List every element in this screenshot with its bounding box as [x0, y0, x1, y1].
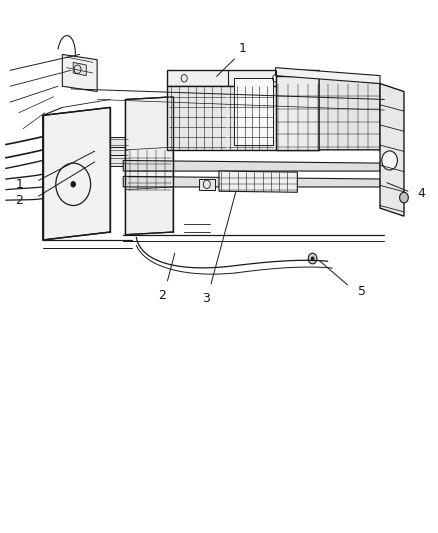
Polygon shape	[234, 78, 273, 144]
Polygon shape	[319, 76, 380, 150]
Polygon shape	[276, 68, 380, 84]
Circle shape	[399, 192, 408, 203]
Polygon shape	[167, 86, 319, 150]
Text: 2: 2	[15, 193, 23, 207]
Polygon shape	[73, 62, 86, 76]
Polygon shape	[43, 108, 110, 240]
Text: 1: 1	[15, 178, 23, 191]
Polygon shape	[219, 171, 297, 192]
Polygon shape	[62, 54, 97, 92]
Polygon shape	[380, 84, 404, 216]
Text: 5: 5	[358, 286, 366, 298]
Polygon shape	[110, 155, 127, 166]
Polygon shape	[199, 179, 215, 190]
Text: 3: 3	[202, 292, 210, 305]
Text: 2: 2	[159, 289, 166, 302]
Circle shape	[311, 257, 314, 260]
Polygon shape	[110, 136, 127, 147]
Circle shape	[308, 253, 317, 264]
Text: 1: 1	[239, 43, 247, 55]
Text: 4: 4	[417, 187, 425, 200]
Circle shape	[382, 151, 397, 170]
Polygon shape	[110, 147, 127, 158]
Polygon shape	[276, 76, 319, 150]
Circle shape	[71, 182, 75, 187]
Polygon shape	[167, 70, 319, 86]
Polygon shape	[123, 176, 380, 187]
Polygon shape	[123, 160, 380, 171]
Polygon shape	[125, 97, 173, 235]
